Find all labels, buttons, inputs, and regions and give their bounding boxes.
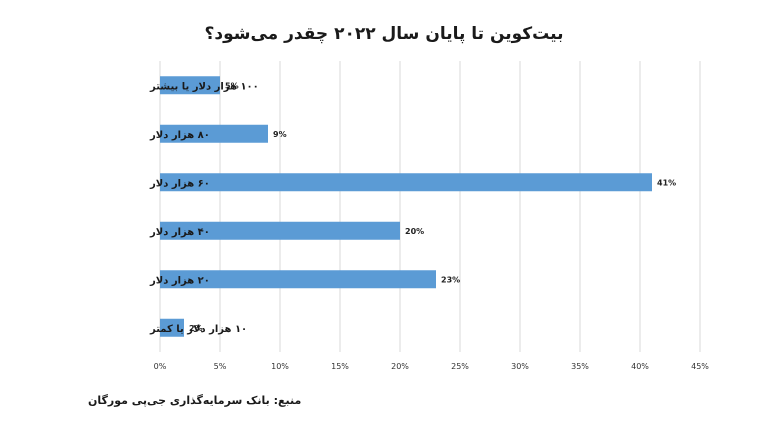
data-label: 2% xyxy=(189,324,203,333)
gridlines xyxy=(159,61,701,352)
bar-3 xyxy=(160,221,400,240)
x-tick-label: 35% xyxy=(571,362,589,371)
category-label: ۸۰ هزار دلار xyxy=(149,130,210,141)
bar-5 xyxy=(160,318,184,337)
x-tick-label: 40% xyxy=(631,362,649,371)
source-note: منبع: بانک سرمایه‌گذاری جی‌پی مورگان xyxy=(88,394,302,407)
category-label: ۶۰ هزار دلار xyxy=(149,178,210,189)
x-tick-label: 5% xyxy=(214,362,227,371)
bar-2 xyxy=(160,173,652,192)
bar-1 xyxy=(160,124,268,143)
x-tick-label: 25% xyxy=(451,362,469,371)
x-tick-label: 45% xyxy=(691,362,709,371)
bar-4 xyxy=(160,270,436,289)
data-label: 20% xyxy=(405,227,424,236)
category-label: ۴۰ هزار دلار xyxy=(149,227,210,238)
labels: 0% 5% 10% 15% 20% 25% 30% 35% 40% 45%5%۱۰۰ هزار د… xyxy=(149,81,709,371)
x-tick-label: 0% xyxy=(154,362,167,371)
x-tick-label: 20% xyxy=(391,362,409,371)
data-label: 5% xyxy=(225,81,239,90)
chart-title: بیت‌کوین تا پایان سال ۲۰۲۲ چقدر می‌شود؟ xyxy=(204,24,564,44)
x-tick-label: 15% xyxy=(331,362,349,371)
category-label: ۲۰ هزار دلار xyxy=(149,275,210,286)
data-label: 23% xyxy=(441,275,460,284)
x-tick-label: 30% xyxy=(511,362,529,371)
bar-0 xyxy=(160,76,220,95)
data-label: 9% xyxy=(273,130,287,139)
data-label: 41% xyxy=(657,178,676,187)
x-tick-label: 10% xyxy=(271,362,289,371)
bars xyxy=(160,76,652,337)
category-label: ۱۰ هزار دلار یا کمتر xyxy=(149,324,247,335)
category-label: ۱۰۰ هزار دلار یا بیشتر xyxy=(149,81,259,92)
